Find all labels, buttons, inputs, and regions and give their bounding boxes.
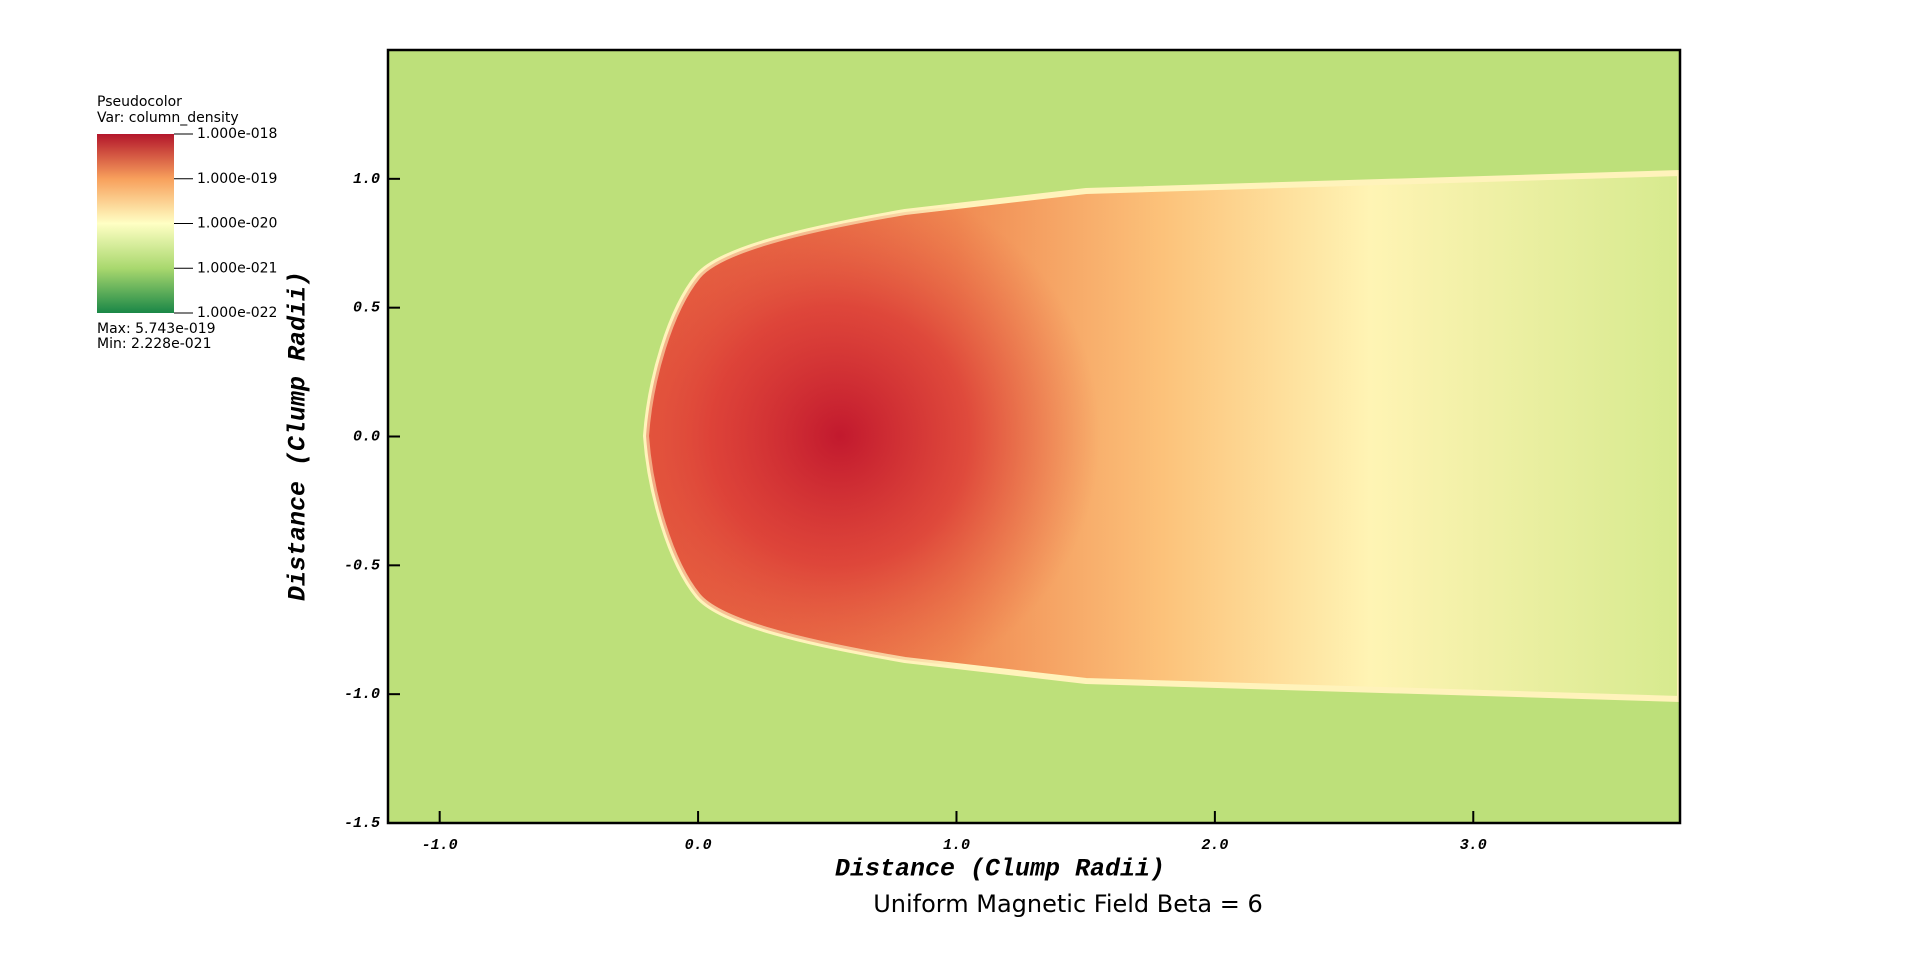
y-axis-label: Distance (Clump Radii): [284, 271, 313, 601]
legend-min: Min: 2.228e-021: [97, 336, 211, 352]
colorbar-tick-label: 1.000e-020: [197, 216, 277, 232]
legend-title: Pseudocolor: [97, 94, 182, 110]
chart-title: Uniform Magnetic Field Beta = 6: [873, 890, 1263, 918]
x-tick-label: 2.0: [1201, 837, 1228, 854]
y-tick-label: 0.0: [353, 428, 380, 445]
colorbar-tick-label: 1.000e-018: [197, 126, 277, 142]
y-tick-label: -1.0: [344, 686, 380, 703]
x-tick-label: 0.0: [685, 837, 712, 854]
colorbar-tick-label: 1.000e-019: [197, 171, 277, 187]
colorbar: [97, 134, 174, 313]
y-tick-label: 0.5: [353, 300, 380, 317]
x-axis-label: Distance (Clump Radii): [835, 855, 1165, 884]
colorbar-tick-label: 1.000e-022: [197, 305, 277, 321]
legend-max: Max: 5.743e-019: [97, 321, 216, 337]
colorbar-tick-label: 1.000e-021: [197, 260, 277, 276]
field-image: [388, 50, 1680, 823]
y-tick-label: -1.5: [344, 815, 380, 832]
x-tick-label: 3.0: [1460, 837, 1487, 854]
y-tick-label: -0.5: [344, 557, 380, 574]
y-tick-label: 1.0: [353, 171, 380, 188]
x-tick-label: 1.0: [943, 837, 970, 854]
legend-variable: Var: column_density: [97, 110, 239, 126]
x-tick-label: -1.0: [422, 837, 458, 854]
